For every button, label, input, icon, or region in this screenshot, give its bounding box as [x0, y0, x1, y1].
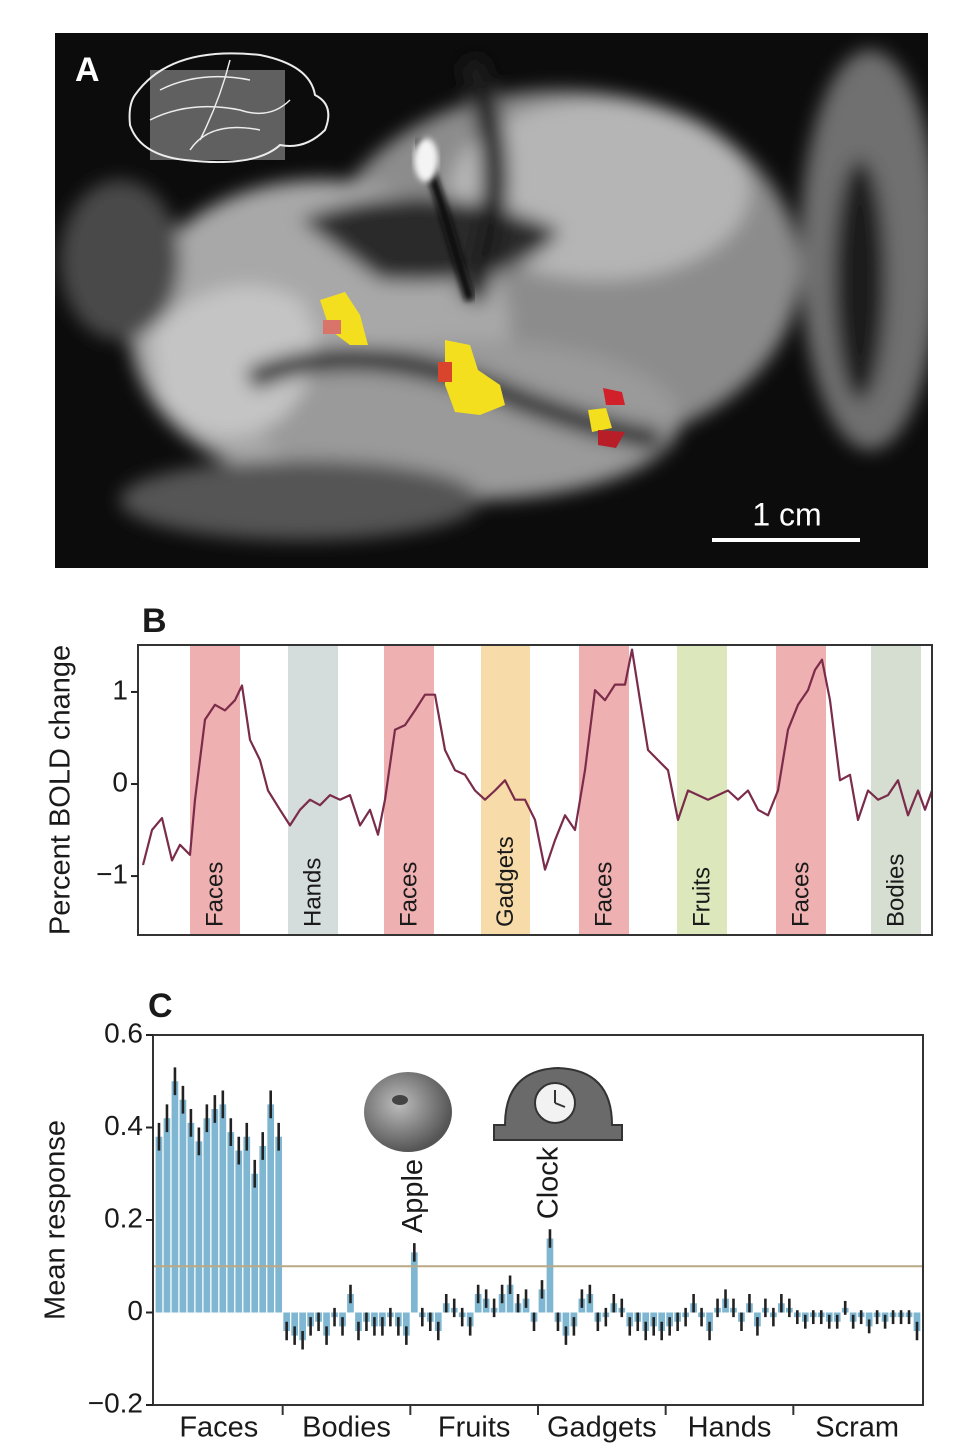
block-label: Gadgets: [492, 836, 519, 927]
y-tick-label: −0.2: [88, 1387, 143, 1418]
panel-label: A: [75, 51, 100, 89]
clock-hands: [554, 1090, 566, 1108]
bar: [243, 1136, 251, 1313]
bar: [538, 1289, 546, 1313]
apple-image: [364, 1072, 452, 1152]
group-label: Gadgets: [547, 1412, 657, 1444]
bar: [323, 1312, 330, 1336]
block-band: [579, 645, 629, 935]
block-label: Faces: [201, 862, 228, 927]
bar: [219, 1104, 227, 1313]
bar: [506, 1284, 514, 1313]
block-label: Hands: [299, 858, 326, 927]
bar-annotation: Clock: [533, 1146, 565, 1219]
block-label: Faces: [590, 862, 617, 927]
y-axis-label: Mean response: [40, 1120, 72, 1320]
block-band: [776, 645, 826, 935]
bold-line: [141, 648, 934, 871]
bar: [179, 1099, 187, 1313]
y-tick-label: 0.2: [104, 1202, 143, 1233]
group-label: Hands: [688, 1412, 772, 1444]
group-label: Scram: [815, 1412, 899, 1444]
block-band: [190, 645, 240, 935]
bar: [546, 1238, 554, 1313]
bar: [227, 1132, 235, 1313]
bar: [299, 1312, 306, 1341]
bar: [410, 1252, 418, 1313]
block-label: Bodies: [882, 854, 909, 927]
bar: [267, 1104, 275, 1313]
y-axis-label: Percent BOLD change: [45, 645, 77, 935]
bar-annotation: Apple: [397, 1159, 429, 1233]
bar: [195, 1141, 203, 1313]
bar: [259, 1146, 267, 1313]
stimulus-images: [364, 1066, 623, 1152]
panel-label: C: [148, 987, 173, 1025]
y-tick-label: 0.6: [104, 1017, 143, 1048]
block-label: Faces: [395, 862, 422, 927]
block-band: [481, 645, 530, 935]
panel-label: B: [142, 602, 167, 640]
bar: [171, 1081, 179, 1313]
bar: [402, 1312, 410, 1336]
bar: [562, 1312, 570, 1336]
y-tick-label: 0.4: [104, 1110, 143, 1141]
y-tick-label: −1: [96, 858, 128, 889]
block-band: [384, 645, 434, 935]
group-label: Fruits: [438, 1412, 511, 1444]
block-label: Fruits: [688, 867, 715, 927]
block-label: Faces: [787, 862, 814, 927]
y-tick-label: 1: [112, 674, 128, 705]
block-band: [288, 645, 338, 935]
bar: [187, 1122, 195, 1313]
bar: [211, 1109, 219, 1313]
apple-stem: [392, 1095, 408, 1105]
bar: [203, 1118, 211, 1313]
bar: [163, 1118, 171, 1313]
scale-bar-label: 1 cm: [752, 496, 821, 532]
plot-frame: [137, 644, 933, 936]
group-label: Bodies: [302, 1412, 391, 1444]
bar: [155, 1136, 163, 1313]
block-band: [677, 645, 727, 935]
block-band: [871, 645, 921, 935]
y-tick-label: 0: [112, 766, 128, 797]
y-tick-label: 0: [127, 1295, 143, 1326]
bar: [235, 1150, 243, 1313]
bar: [275, 1136, 283, 1313]
mri-image: [55, 33, 928, 568]
bar: [291, 1312, 298, 1336]
group-label: Faces: [179, 1412, 258, 1444]
bar: [251, 1173, 259, 1313]
